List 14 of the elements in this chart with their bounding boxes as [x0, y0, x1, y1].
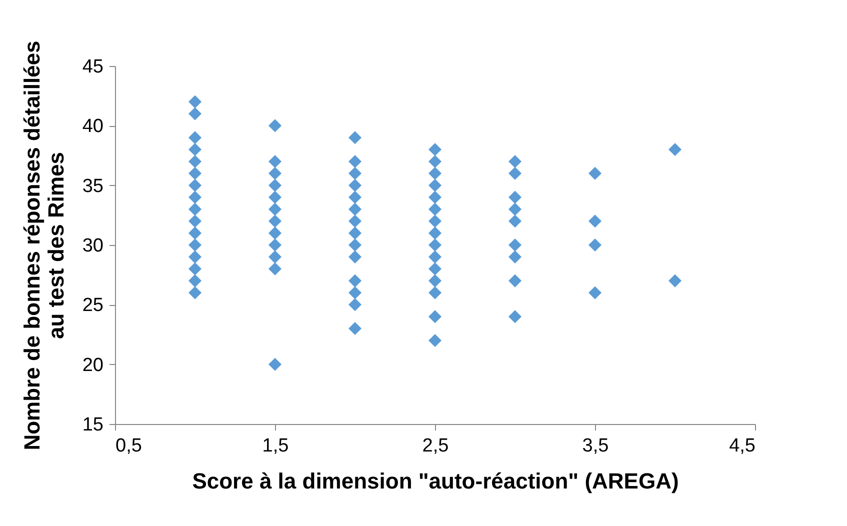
y-tick-label: 45: [82, 56, 104, 78]
y-axis-title: Nombre de bonnes réponses détaillées au test des Rimes: [19, 40, 68, 450]
y-tick-label: 30: [82, 236, 104, 256]
y-tick-label: 35: [82, 176, 104, 197]
x-tick-label: 3,5: [582, 436, 609, 456]
x-tick-label: 1,5: [262, 436, 289, 456]
x-tick-label: 0,5: [116, 436, 142, 456]
y-tick-label: 40: [82, 116, 104, 138]
y-tick-label: 15: [82, 414, 104, 436]
y-tick-label: 20: [82, 354, 104, 376]
x-axis-title: Score à la dimension "auto-réaction" (AREGA): [192, 468, 679, 494]
x-tick-label: 4,5: [729, 436, 756, 456]
x-tick-label: 2,5: [422, 436, 449, 456]
y-tick-label: 25: [82, 295, 104, 316]
